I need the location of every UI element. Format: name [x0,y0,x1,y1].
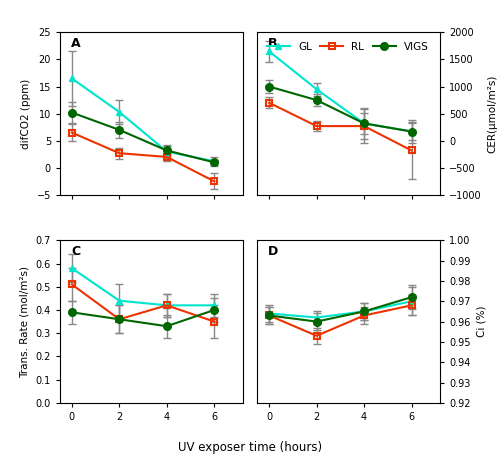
Text: B: B [268,38,278,50]
Y-axis label: Trans. Rate (mol/m²s): Trans. Rate (mol/m²s) [20,266,30,378]
Text: UV exposer time (hours): UV exposer time (hours) [178,441,322,454]
Y-axis label: difCO2 (ppm): difCO2 (ppm) [21,79,31,149]
Text: A: A [71,38,81,50]
Text: D: D [268,245,278,258]
Y-axis label: Ci (%): Ci (%) [476,306,486,338]
Legend: GL, RL, VIGS: GL, RL, VIGS [262,38,433,56]
Y-axis label: CER(μmol/m²s): CER(μmol/m²s) [487,75,497,153]
Text: C: C [71,245,80,258]
